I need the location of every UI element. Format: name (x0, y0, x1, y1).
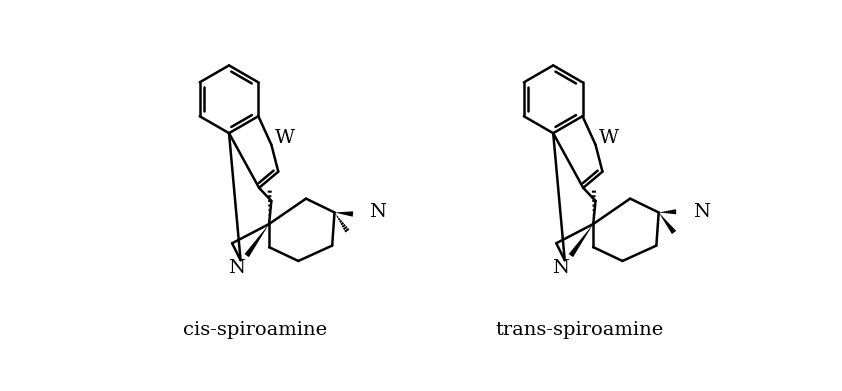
Polygon shape (334, 211, 353, 217)
Text: N: N (693, 203, 711, 221)
Text: N: N (228, 259, 245, 277)
Text: cis-spiroamine: cis-spiroamine (183, 321, 328, 339)
Text: W: W (599, 129, 619, 147)
Text: N: N (552, 259, 569, 277)
Text: trans-spiroamine: trans-spiroamine (495, 321, 663, 339)
Polygon shape (658, 212, 676, 234)
Text: W: W (274, 129, 295, 147)
Polygon shape (244, 224, 269, 257)
Polygon shape (568, 224, 594, 257)
Text: N: N (369, 203, 386, 221)
